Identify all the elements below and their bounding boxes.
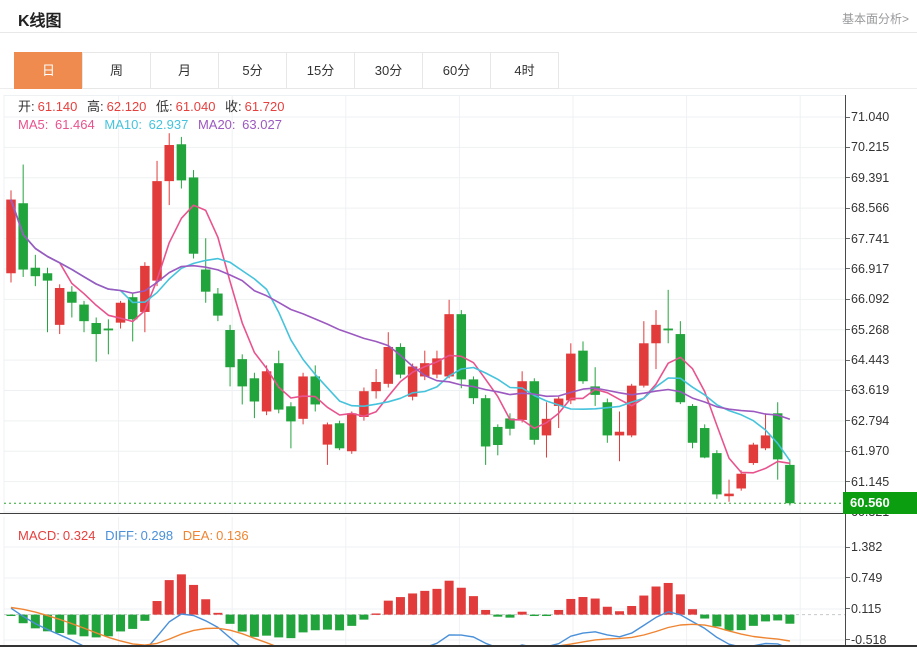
tab-interval-7[interactable]: 4时: [490, 52, 559, 89]
current-price-badge: 60.560: [843, 492, 917, 515]
main-panel-bottom-border: [0, 513, 845, 514]
price-axis-label: 69.391: [851, 170, 890, 185]
price-axis-tick: [845, 329, 850, 331]
price-axis-label: 66.917: [851, 261, 890, 276]
tab-interval-6[interactable]: 60分: [422, 52, 491, 89]
macd-axis-label: 1.382: [851, 540, 883, 554]
tab-interval-3[interactable]: 5分: [218, 52, 287, 89]
macd-value: 0.324: [62, 528, 96, 543]
ma10-value: 62.937: [148, 117, 189, 132]
close-value: 61.720: [244, 99, 285, 114]
tab-interval-4[interactable]: 15分: [286, 52, 355, 89]
diff-value: 0.298: [140, 528, 174, 543]
price-axis-tick: [845, 450, 850, 452]
ma20-value: 63.027: [242, 117, 282, 132]
price-axis-tick: [845, 146, 850, 148]
price-axis-tick: [845, 359, 850, 361]
macd-axis-label: 0.115: [851, 601, 882, 616]
ma5-value: 61.464: [54, 117, 95, 132]
price-axis-label: 65.268: [851, 322, 890, 337]
header-divider: [0, 32, 917, 33]
price-axis-label: 66.092: [851, 292, 890, 307]
interval-tab-bar: 日周月 5分 15分 30分 60分 4时: [14, 52, 559, 89]
candlestick-chart[interactable]: [0, 95, 917, 515]
ma10-label: MA10:: [104, 117, 142, 132]
price-axis-tick: [845, 238, 850, 240]
tab-interval-5[interactable]: 30分: [354, 52, 423, 89]
diff-label: DIFF:: [105, 528, 138, 543]
price-axis-label: 61.145: [851, 474, 890, 489]
high-label: 高:: [87, 99, 104, 114]
macd-axis-tick: [845, 577, 850, 579]
price-axis-label: 64.443: [851, 353, 890, 368]
macd-axis-tick: [845, 608, 850, 610]
tab-interval-1[interactable]: 周: [82, 52, 151, 89]
open-label: 开:: [18, 99, 35, 114]
price-axis-label: 71.040: [851, 110, 890, 124]
macd-axis-tick: [845, 546, 850, 548]
price-axis-label: 63.619: [851, 383, 890, 398]
price-axis-tick: [845, 298, 850, 300]
tab-interval-2[interactable]: 月: [150, 52, 219, 89]
ohlc-readout: 开: 61.140 高: 62.120 低: 61.040 收: 61.720: [18, 96, 290, 115]
price-axis-tick: [845, 268, 850, 270]
ma20-label: MA20:: [197, 117, 236, 132]
page-title: K线图: [18, 13, 62, 30]
close-label: 收:: [225, 99, 242, 114]
price-axis-label: 61.970: [851, 444, 890, 459]
macd-label: MACD:: [18, 528, 60, 543]
open-value: 61.140: [37, 99, 78, 114]
low-label: 低:: [156, 99, 173, 114]
price-axis-tick: [845, 177, 850, 179]
macd-axis-tick: [845, 639, 850, 641]
price-axis-label: 68.566: [851, 201, 890, 216]
dea-label: DEA:: [182, 528, 214, 543]
right-axis-line: [845, 95, 846, 647]
high-value: 62.120: [106, 99, 147, 114]
tab-interval-0[interactable]: 日: [14, 52, 83, 89]
macd-chart[interactable]: [0, 517, 917, 647]
macd-readout: MACD: 0.324 DIFF: 0.298 DEA: 0.136: [18, 528, 255, 543]
price-axis-label: 67.741: [851, 231, 890, 246]
fundamental-analysis-link[interactable]: 基本面分析>: [841, 12, 909, 26]
price-axis-label: 70.215: [851, 140, 890, 155]
price-axis-tick: [845, 389, 850, 391]
ma5-label: MA5:: [18, 117, 49, 132]
price-axis-tick: [845, 116, 850, 118]
macd-panel-bottom-border: [0, 645, 917, 647]
price-axis-tick: [845, 420, 850, 422]
dea-value: 0.136: [216, 528, 249, 543]
price-axis-label: 62.794: [851, 413, 890, 428]
macd-axis-label: -0.518: [851, 632, 887, 647]
low-value: 61.040: [175, 99, 216, 114]
price-axis-tick: [845, 481, 850, 483]
price-axis-tick: [845, 207, 850, 209]
ma-readout: MA5: 61.464 MA10: 62.937 MA20: 63.027: [18, 117, 288, 132]
macd-axis-label: 0.749: [851, 570, 883, 585]
